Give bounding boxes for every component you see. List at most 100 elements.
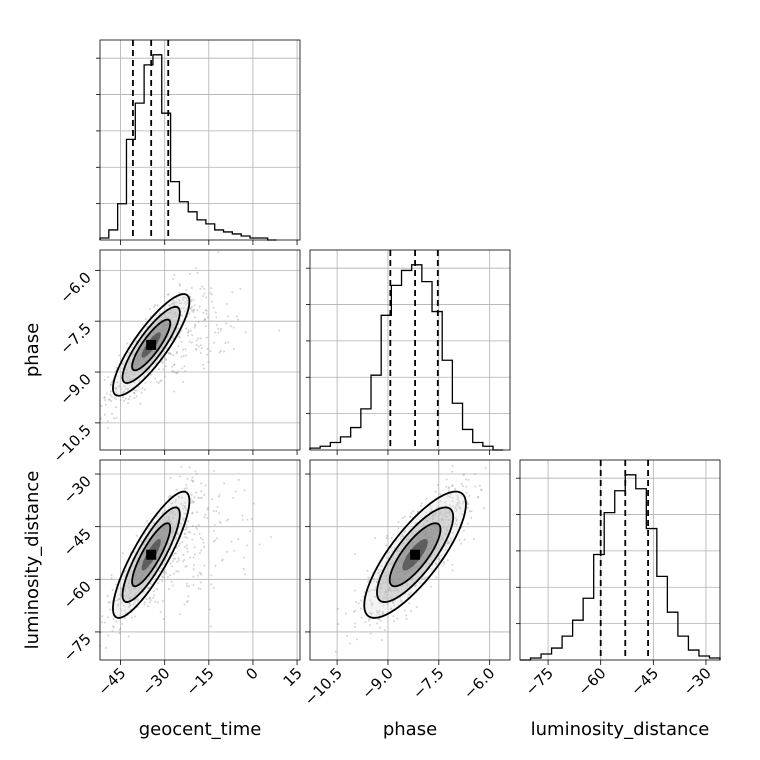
- sample-point: [219, 329, 222, 332]
- sample-point: [197, 320, 200, 323]
- sample-point: [214, 564, 217, 567]
- sample-point: [189, 329, 192, 332]
- sample-point: [219, 327, 222, 330]
- sample-point: [440, 554, 443, 557]
- sample-point: [159, 380, 162, 383]
- sample-point: [169, 574, 172, 577]
- sample-point: [199, 497, 202, 500]
- sample-point: [171, 365, 174, 368]
- sample-point: [190, 300, 193, 303]
- sample-point: [175, 352, 178, 355]
- sample-point: [162, 617, 165, 620]
- sample-point: [186, 536, 189, 539]
- sample-point: [180, 355, 183, 358]
- sample-point: [209, 625, 212, 628]
- sample-point: [367, 576, 370, 579]
- sample-point: [186, 547, 189, 550]
- sample-point: [145, 598, 148, 601]
- sample-point: [165, 347, 168, 350]
- sample-point: [156, 601, 159, 604]
- sample-point: [152, 590, 155, 593]
- sample-point: [200, 490, 203, 493]
- sample-point: [148, 307, 151, 310]
- sample-point: [393, 547, 396, 550]
- sample-point: [467, 522, 470, 525]
- sample-point: [146, 522, 149, 525]
- hist-step-luminosity-distance: [520, 474, 721, 661]
- sample-point: [199, 337, 202, 340]
- sample-point: [204, 325, 207, 328]
- sample-point: [149, 599, 152, 602]
- sample-point: [135, 339, 138, 342]
- sample-point: [466, 501, 469, 504]
- sample-point: [175, 329, 178, 332]
- sample-point: [169, 305, 172, 308]
- sample-point: [156, 515, 159, 518]
- sample-point: [450, 485, 453, 488]
- sample-point: [226, 550, 229, 553]
- sample-point: [182, 355, 185, 358]
- sample-point: [173, 363, 176, 366]
- sample-point: [172, 354, 175, 357]
- sample-point: [203, 564, 206, 567]
- sample-point: [176, 533, 179, 536]
- sample-point: [375, 580, 378, 583]
- sample-point: [354, 552, 357, 555]
- sample-point: [278, 329, 281, 332]
- sample-point: [106, 616, 109, 619]
- sample-point: [110, 400, 113, 403]
- sample-point: [109, 383, 112, 386]
- sample-point: [455, 509, 458, 512]
- sample-point: [175, 297, 178, 300]
- sample-point: [198, 571, 201, 574]
- sample-point: [169, 494, 172, 497]
- sample-point: [182, 307, 185, 310]
- sample-point: [163, 375, 166, 378]
- sample-point: [193, 546, 196, 549]
- sample-point: [336, 607, 339, 610]
- sample-point: [443, 561, 446, 564]
- sample-point: [169, 352, 172, 355]
- sample-point: [454, 506, 457, 509]
- sample-point: [225, 519, 228, 522]
- sample-point: [121, 623, 124, 626]
- sample-point: [468, 510, 471, 513]
- sample-point: [455, 523, 458, 526]
- sample-point: [106, 594, 109, 597]
- sample-point: [215, 324, 218, 327]
- sample-point: [202, 311, 205, 314]
- sample-point: [110, 395, 113, 398]
- sample-point: [104, 403, 107, 406]
- sample-point: [460, 513, 463, 516]
- sample-point: [170, 303, 173, 306]
- sample-point: [140, 540, 143, 543]
- sample-point: [177, 323, 180, 326]
- sample-point: [455, 504, 458, 507]
- sample-point: [109, 390, 112, 393]
- sample-point: [243, 489, 246, 492]
- sample-point: [195, 491, 198, 494]
- sample-point: [216, 505, 219, 508]
- sample-point: [337, 623, 340, 626]
- sample-point: [390, 608, 393, 611]
- sample-point: [377, 618, 380, 621]
- sample-point: [447, 542, 450, 545]
- sample-point: [172, 302, 175, 305]
- sample-point: [438, 558, 441, 561]
- sample-point: [401, 533, 404, 536]
- sample-point: [199, 536, 202, 539]
- sample-point: [186, 477, 189, 480]
- sample-point: [118, 384, 121, 387]
- sample-point: [373, 589, 376, 592]
- sample-point: [187, 329, 190, 332]
- sample-point: [185, 523, 188, 526]
- sample-point: [175, 304, 178, 307]
- sample-point: [194, 324, 197, 327]
- sample-point: [110, 381, 113, 384]
- sample-point: [456, 494, 459, 497]
- sample-point: [213, 523, 216, 526]
- sample-point: [110, 412, 113, 415]
- sample-point: [464, 478, 467, 481]
- sample-point: [449, 492, 452, 495]
- sample-point: [155, 380, 158, 383]
